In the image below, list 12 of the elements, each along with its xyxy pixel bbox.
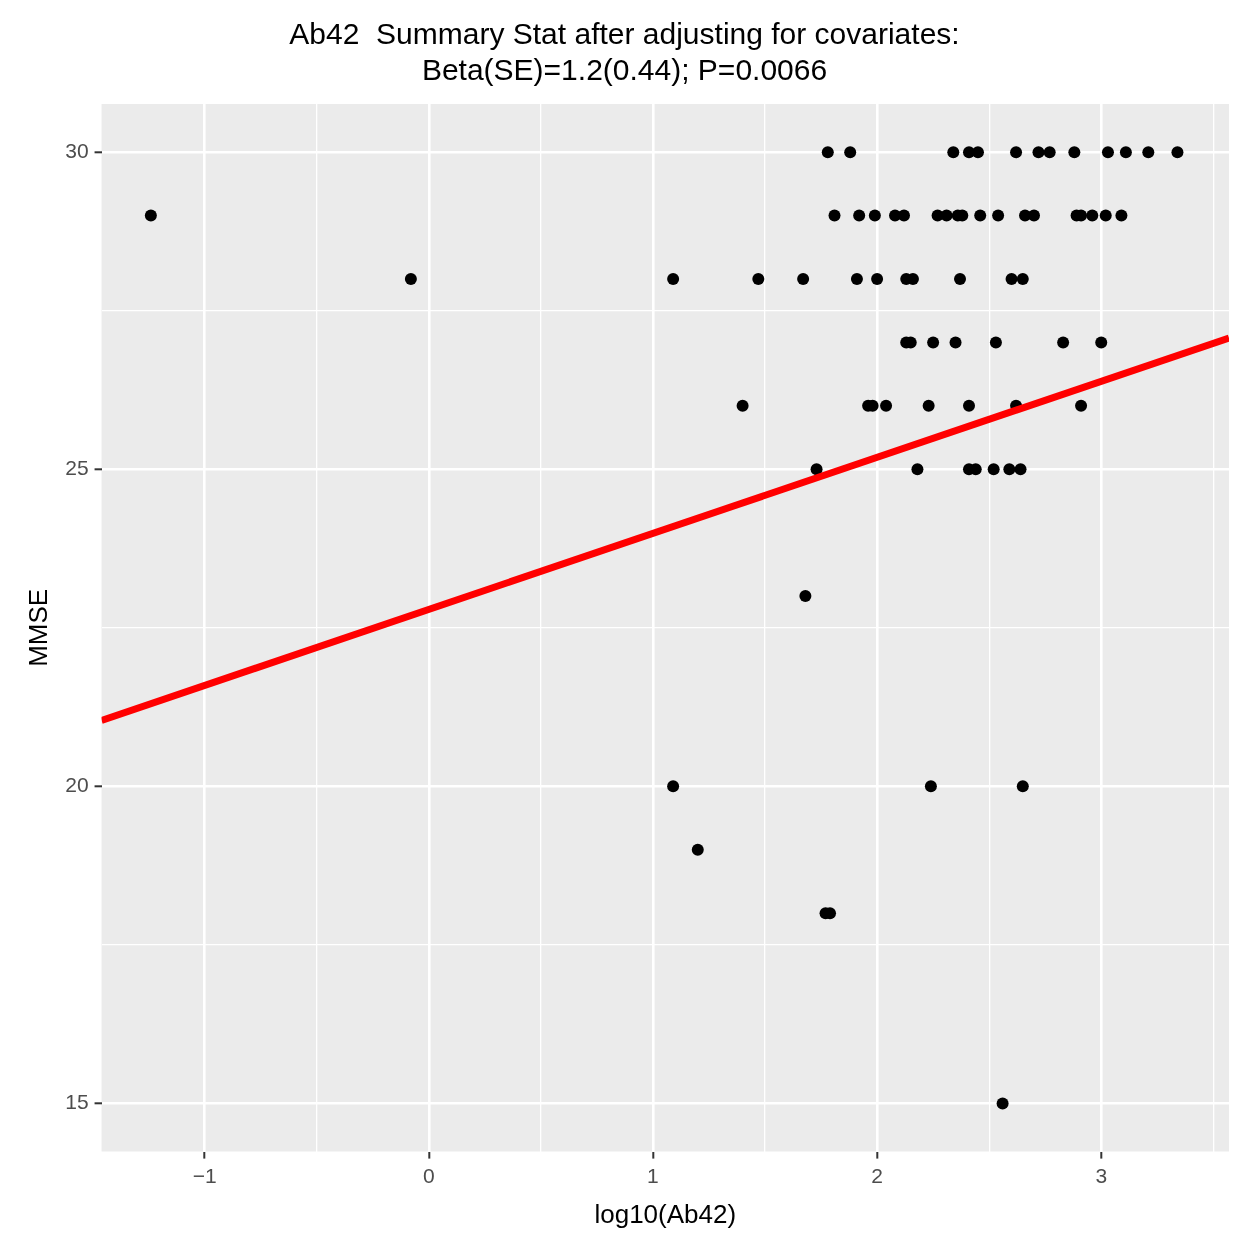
y-tick-label: 30 — [65, 138, 89, 162]
x-tick-label: 3 — [1095, 1164, 1108, 1187]
x-tick-label: 0 — [422, 1164, 435, 1187]
y-tick-label: 15 — [65, 1090, 89, 1114]
y-tick-label: 25 — [65, 456, 89, 480]
x-tick-label: −1 — [192, 1164, 217, 1187]
x-tick-label: 1 — [647, 1164, 659, 1187]
chart-title: Ab42 Summary Stat after adjusting for covariates: Beta(SE)=1.2(0.44); P=0.0066 — [289, 17, 960, 87]
x-tick-label: 2 — [871, 1164, 883, 1187]
y-tick-label: 20 — [65, 773, 89, 797]
y-axis-title: MMSE — [22, 588, 53, 667]
x-axis-title: log10(Ab42) — [594, 1198, 737, 1229]
